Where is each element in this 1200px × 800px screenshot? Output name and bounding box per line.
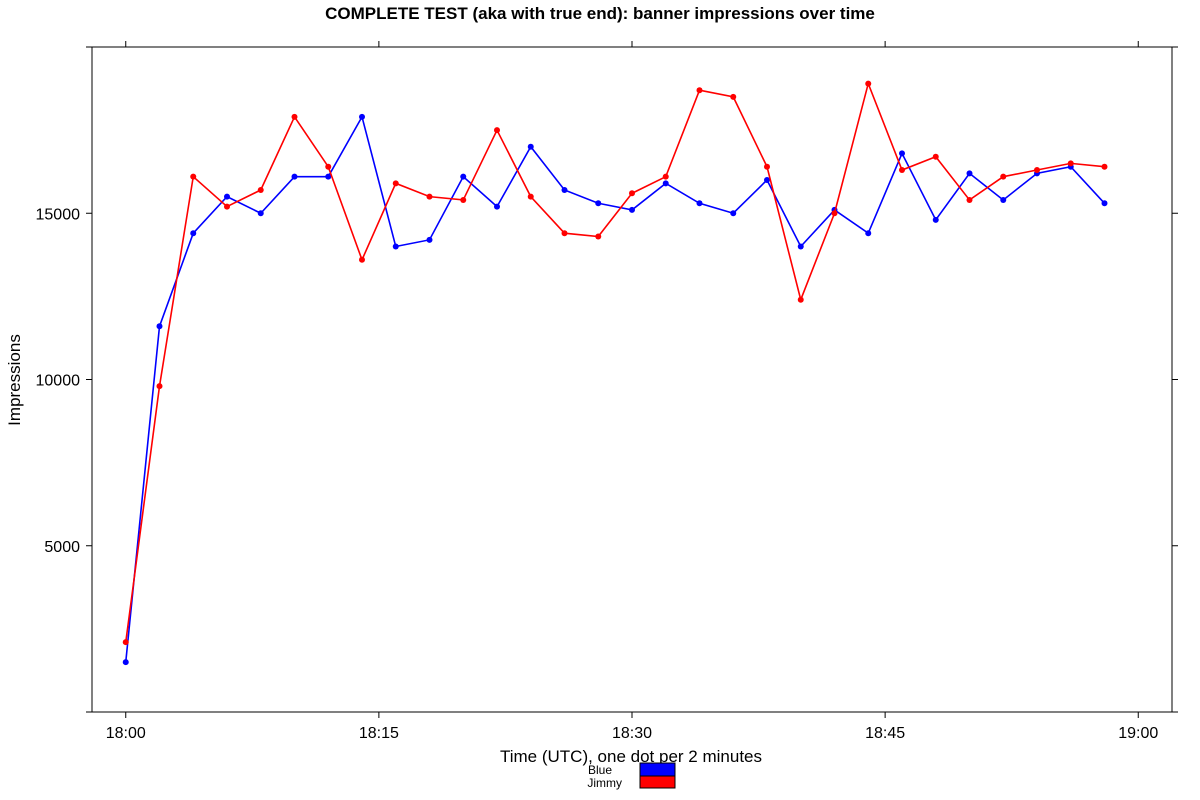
data-point-jimmy (359, 256, 365, 263)
series-line-blue (124, 114, 1106, 663)
data-point-jimmy (257, 186, 264, 193)
data-point-blue (662, 180, 669, 187)
data-point-jimmy (966, 196, 973, 203)
data-point-jimmy (764, 163, 770, 170)
data-point-jimmy (460, 196, 467, 203)
legend-swatch-blue (639, 762, 676, 777)
data-point-blue (696, 200, 703, 207)
data-point-blue (797, 243, 804, 250)
x-tick-label: 18:15 (359, 725, 399, 742)
x-tick-label: 18:00 (106, 725, 146, 742)
x-tick-label: 18:30 (612, 725, 652, 742)
data-point-blue (291, 173, 298, 180)
chart-title: COMPLETE TEST (aka with true end): banne… (325, 4, 875, 23)
data-point-blue (865, 230, 872, 237)
data-point-blue (257, 210, 264, 217)
legend: Blue Jimmy (587, 762, 676, 790)
data-point-blue (122, 659, 129, 666)
data-point-jimmy (1067, 160, 1074, 167)
data-point-blue (156, 323, 163, 330)
data-point-jimmy (527, 193, 534, 200)
data-point-jimmy (662, 173, 669, 180)
data-point-blue (561, 186, 568, 193)
data-point-blue (595, 200, 602, 207)
data-point-blue (966, 170, 973, 177)
x-axis-label: Time (UTC), one dot per 2 minutes (500, 747, 762, 766)
data-point-jimmy (1034, 167, 1040, 174)
data-point-blue (730, 210, 737, 217)
data-point-jimmy (696, 87, 703, 94)
data-point-blue (359, 113, 365, 120)
data-point-jimmy (932, 153, 939, 160)
data-point-blue (460, 173, 467, 180)
y-axis-label: Impressions (5, 334, 24, 426)
data-point-blue (426, 236, 433, 243)
legend-swatch-jimmy (639, 775, 676, 789)
data-point-jimmy (899, 167, 905, 174)
data-point-jimmy (595, 233, 602, 240)
data-point-blue (1101, 200, 1108, 207)
x-axis: 18:00 18:15 18:30 18:45 19:00 (106, 41, 1158, 742)
data-point-blue (392, 243, 399, 250)
data-point-blue (629, 206, 635, 213)
data-point-jimmy (865, 80, 872, 87)
y-tick-label: 5000 (44, 539, 80, 556)
data-point-jimmy (325, 163, 332, 170)
data-point-jimmy (730, 93, 737, 100)
data-point-jimmy (561, 230, 568, 237)
data-point-jimmy (797, 296, 804, 303)
data-point-jimmy (494, 127, 500, 134)
data-point-jimmy (426, 193, 433, 200)
data-point-blue (764, 177, 770, 183)
data-point-blue (932, 216, 939, 223)
legend-label-blue: Blue (588, 763, 612, 777)
data-point-jimmy (122, 639, 129, 646)
x-tick-label: 18:45 (865, 725, 905, 742)
x-tick-label: 19:00 (1118, 725, 1158, 742)
data-point-jimmy (1000, 173, 1007, 180)
data-point-blue (527, 143, 534, 150)
data-point-jimmy (831, 210, 838, 217)
data-point-blue (1000, 196, 1007, 203)
data-point-jimmy (1101, 163, 1108, 170)
data-point-blue (494, 203, 500, 210)
data-point-blue (224, 193, 230, 200)
series-layer (122, 80, 1108, 666)
data-point-jimmy (392, 180, 399, 187)
data-point-jimmy (156, 383, 163, 390)
plot-frame (91, 46, 1173, 713)
y-tick-label: 10000 (36, 373, 81, 390)
data-point-jimmy (629, 190, 635, 197)
data-point-blue (325, 173, 332, 180)
data-point-jimmy (224, 203, 230, 210)
legend-label-jimmy: Jimmy (587, 776, 622, 790)
series-line-jimmy (124, 80, 1105, 643)
data-point-jimmy (291, 113, 298, 120)
y-axis: 5000 10000 15000 (36, 46, 1178, 713)
data-point-blue (190, 230, 197, 237)
data-point-jimmy (190, 173, 197, 180)
data-point-blue (899, 150, 905, 157)
y-tick-label: 15000 (36, 206, 81, 223)
